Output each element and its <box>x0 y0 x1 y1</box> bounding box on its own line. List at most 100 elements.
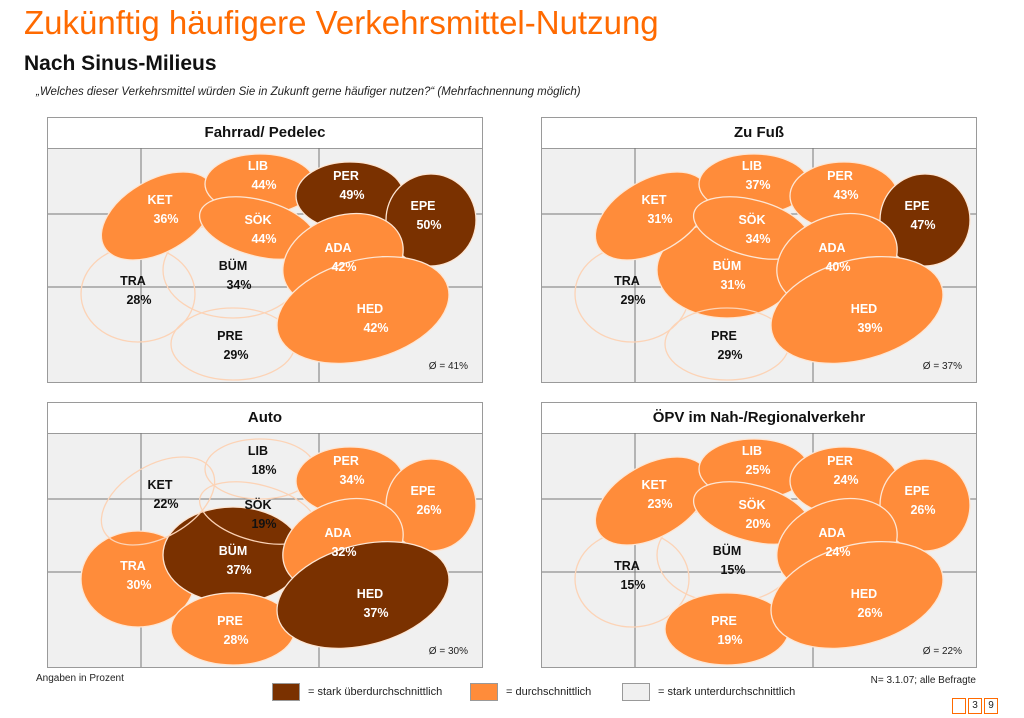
milieu-value: 29% <box>223 348 248 362</box>
milieu-shape-hed <box>770 540 944 650</box>
milieu-label: KET <box>642 193 667 207</box>
milieu-label: ADA <box>324 241 351 255</box>
milieu-shape-ket <box>100 456 216 546</box>
panel-title: ÖPV im Nah-/Regionalverkehr <box>542 403 976 434</box>
units-note: Angaben in Prozent <box>36 673 124 684</box>
milieu-label: SÖK <box>738 212 765 227</box>
milieu-value: 18% <box>251 463 276 477</box>
milieu-label: KET <box>148 478 173 492</box>
milieu-label: BÜM <box>713 258 741 273</box>
milieu-map: TRA 29% BÜM 31% PRE 29% KET 31% LIB 37% SÖK 34% PER 4… <box>542 148 976 382</box>
legend-swatch-avg <box>470 683 498 701</box>
milieu-label: TRA <box>614 274 640 288</box>
milieu-label: PER <box>827 169 853 183</box>
milieu-value: 47% <box>910 218 935 232</box>
milieu-value: 26% <box>910 503 935 517</box>
panel-title: Fahrrad/ Pedelec <box>48 118 482 149</box>
milieu-label: PER <box>827 454 853 468</box>
milieu-value: 15% <box>620 578 645 592</box>
milieu-value: 37% <box>363 606 388 620</box>
milieu-label: SÖK <box>244 212 271 227</box>
milieu-value: 28% <box>126 293 151 307</box>
milieu-value: 28% <box>223 633 248 647</box>
milieu-label: PRE <box>711 614 737 628</box>
milieu-value: 30% <box>126 578 151 592</box>
milieu-label: TRA <box>120 274 146 288</box>
milieu-label: PRE <box>217 329 243 343</box>
milieu-shape-pre <box>170 592 296 666</box>
milieu-label: HED <box>851 587 877 601</box>
milieu-value: 44% <box>251 232 276 246</box>
milieu-shape-pre <box>664 592 790 666</box>
milieu-value: 34% <box>226 278 251 292</box>
milieu-map: TRA 30% BÜM 37% PRE 28% KET 22% LIB 18% SÖK 19% PER 3… <box>48 433 482 667</box>
milieu-value: 25% <box>745 463 770 477</box>
panel-title: Auto <box>48 403 482 434</box>
milieu-value: 24% <box>825 545 850 559</box>
milieu-value: 34% <box>339 473 364 487</box>
survey-question: „Welches dieser Verkehrsmittel würden Si… <box>36 86 581 98</box>
milieu-value: 24% <box>833 473 858 487</box>
milieu-value: 36% <box>153 212 178 226</box>
milieu-value: 23% <box>647 497 672 511</box>
panel-average: Ø = 30% <box>428 646 468 657</box>
milieu-value: 15% <box>720 563 745 577</box>
legend-swatch-high <box>272 683 300 701</box>
page-subtitle: Nach Sinus-Milieus <box>24 52 217 75</box>
milieu-panel: Auto TRA 30% BÜM 37% PRE 28% KET 22% LIB 18% SÖK 19%… <box>47 402 483 668</box>
milieu-label: ADA <box>818 526 845 540</box>
milieu-label: EPE <box>904 199 929 213</box>
milieu-value: 34% <box>745 232 770 246</box>
milieu-value: 22% <box>153 497 178 511</box>
milieu-label: LIB <box>742 444 762 458</box>
milieu-label: SÖK <box>738 497 765 512</box>
panel-average: Ø = 37% <box>922 361 962 372</box>
milieu-value: 26% <box>857 606 882 620</box>
panel-average: Ø = 41% <box>428 361 468 372</box>
milieu-label: PRE <box>711 329 737 343</box>
milieu-label: EPE <box>410 199 435 213</box>
page-number-box: 9 <box>984 698 998 714</box>
milieu-label: PER <box>333 454 359 468</box>
milieu-shape-hed <box>276 255 450 365</box>
milieu-label: ADA <box>324 526 351 540</box>
milieu-value: 29% <box>620 293 645 307</box>
milieu-value: 19% <box>717 633 742 647</box>
milieu-value: 37% <box>226 563 251 577</box>
milieu-shape-hed <box>276 540 450 650</box>
milieu-label: EPE <box>410 484 435 498</box>
milieu-label: LIB <box>248 444 268 458</box>
sample-note: N= 3.1.07; alle Befragte <box>870 675 976 686</box>
milieu-value: 26% <box>416 503 441 517</box>
milieu-label: KET <box>642 478 667 492</box>
legend-high: = stark überdurchschnittlich <box>272 683 442 701</box>
milieu-value: 31% <box>647 212 672 226</box>
milieu-label: HED <box>851 302 877 316</box>
milieu-value: 40% <box>825 260 850 274</box>
milieu-value: 43% <box>833 188 858 202</box>
milieu-label: BÜM <box>219 543 247 558</box>
milieu-shape-pre <box>170 307 296 381</box>
milieu-value: 37% <box>745 178 770 192</box>
milieu-value: 31% <box>720 278 745 292</box>
page-title: Zukünftig häufigere Verkehrsmittel-Nutzu… <box>24 4 659 41</box>
milieu-value: 42% <box>363 321 388 335</box>
milieu-value: 50% <box>416 218 441 232</box>
page-number-box: 3 <box>968 698 982 714</box>
milieu-panel: ÖPV im Nah-/Regionalverkehr TRA 15% BÜM 15% P… <box>541 402 977 668</box>
milieu-label: BÜM <box>713 543 741 558</box>
milieu-label: LIB <box>248 159 268 173</box>
milieu-value: 44% <box>251 178 276 192</box>
milieu-label: KET <box>148 193 173 207</box>
milieu-label: TRA <box>614 559 640 573</box>
milieu-value: 19% <box>251 517 276 531</box>
milieu-label: TRA <box>120 559 146 573</box>
legend-swatch-low <box>622 683 650 701</box>
milieu-panel: Zu Fuß TRA 29% BÜM 31% PRE 29% KET 31% LIB 37% SÖK 3… <box>541 117 977 383</box>
milieu-label: LIB <box>742 159 762 173</box>
milieu-label: HED <box>357 587 383 601</box>
milieu-map: TRA 15% BÜM 15% PRE 19% KET 23% LIB 25% SÖK 20% PER 2… <box>542 433 976 667</box>
milieu-value: 42% <box>331 260 356 274</box>
milieu-panel: Fahrrad/ Pedelec TRA 28% BÜM 34% PRE 29% KET 36%… <box>47 117 483 383</box>
milieu-label: HED <box>357 302 383 316</box>
